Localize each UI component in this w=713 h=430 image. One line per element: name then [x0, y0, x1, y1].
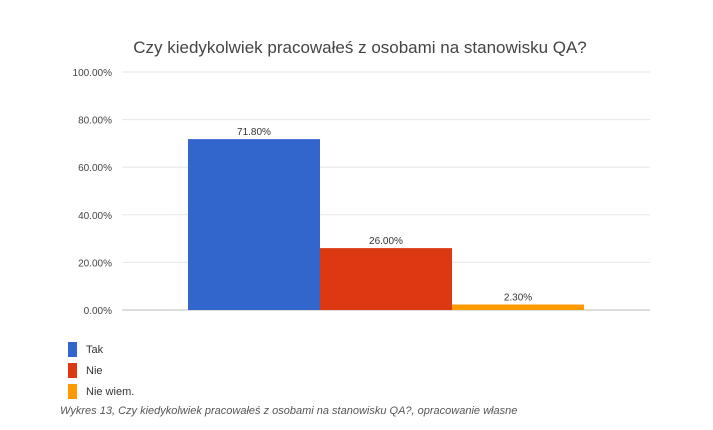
- legend-item-nie: Nie: [68, 360, 134, 381]
- legend-item-tak: Tak: [68, 339, 134, 360]
- legend-label: Nie: [86, 364, 103, 377]
- legend: Tak Nie Nie wiem.: [68, 339, 134, 402]
- legend-item-nie-wiem: Nie wiem.: [68, 381, 134, 402]
- y-tick-label: 80.00%: [78, 116, 112, 127]
- y-axis-ticks: 0.00% 20.00% 40.00% 60.00% 80.00% 100.00%: [73, 68, 113, 317]
- legend-swatch: [68, 363, 77, 378]
- bar-chart-plot: Czy kiedykolwiek pracowałeś z osobami na…: [73, 38, 650, 317]
- bar-nie: [320, 248, 452, 310]
- y-tick-label: 0.00%: [84, 306, 112, 317]
- legend-swatch: [68, 384, 77, 399]
- bar-value-label: 26.00%: [369, 236, 403, 247]
- y-tick-label: 60.00%: [78, 163, 112, 174]
- bars: [188, 139, 584, 310]
- legend-label: Nie wiem.: [86, 385, 135, 398]
- bar-value-label: 2.30%: [504, 293, 532, 304]
- y-tick-label: 100.00%: [73, 68, 113, 79]
- bar-value-label: 71.80%: [237, 127, 271, 138]
- chart: Czy kiedykolwiek pracowałeś z osobami na…: [73, 38, 650, 317]
- bar-nie-wiem: [452, 304, 584, 310]
- y-tick-label: 40.00%: [78, 211, 112, 222]
- chart-title: Czy kiedykolwiek pracowałeś z osobami na…: [133, 38, 587, 57]
- figure-caption: Wykres 13, Czy kiedykolwiek pracowałeś z…: [60, 405, 518, 417]
- legend-label: Tak: [86, 343, 104, 356]
- y-tick-label: 20.00%: [78, 258, 112, 269]
- legend-swatch: [68, 342, 77, 357]
- data-labels: 71.80% 26.00% 2.30%: [237, 127, 532, 303]
- bar-tak: [188, 139, 320, 310]
